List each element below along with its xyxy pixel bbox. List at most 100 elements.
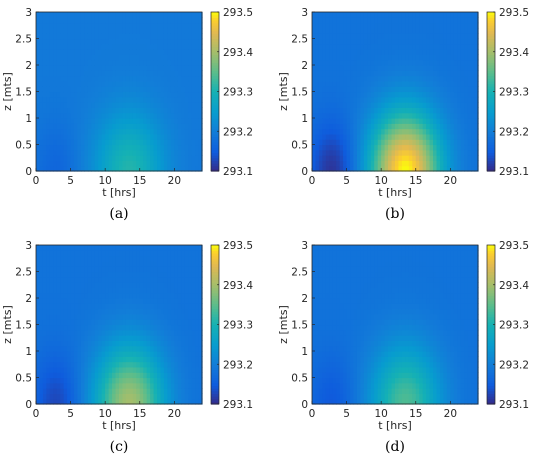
heatmap-cell (112, 65, 117, 71)
heatmap-cell (60, 292, 65, 299)
heatmap-cell (388, 102, 393, 108)
heatmap-cell (377, 43, 382, 50)
heatmap-cell (433, 139, 438, 146)
heatmap-cell (101, 86, 106, 93)
colorbar-segment (211, 266, 219, 270)
heatmap-cell (374, 102, 379, 108)
heatmap-cell (87, 287, 92, 294)
heatmap-cell (157, 54, 162, 61)
heatmap-cell (98, 123, 103, 130)
heatmap-cell (125, 255, 130, 262)
heatmap-cell (198, 107, 203, 114)
colorbar-segment (211, 115, 219, 119)
heatmap-cell (315, 107, 320, 114)
heatmap-cell (181, 139, 186, 146)
heatmap-cell (343, 27, 348, 34)
heatmap-cell (94, 351, 99, 357)
heatmap-cell (374, 49, 379, 55)
heatmap-cell (60, 329, 65, 336)
heatmap-cell (381, 123, 386, 130)
heatmap-cell (191, 70, 196, 77)
heatmap-cell (332, 86, 337, 93)
heatmap-cell (467, 155, 472, 161)
heatmap-cell (401, 91, 406, 98)
heatmap-cell (150, 128, 155, 135)
heatmap-cell (474, 107, 479, 114)
heatmap-cell (39, 144, 44, 151)
heatmap-cell (370, 160, 375, 167)
heatmap-cell (325, 12, 330, 18)
heatmap-cell (146, 313, 151, 320)
heatmap-cell (195, 160, 200, 167)
heatmap-cell (315, 329, 320, 336)
heatmap-cell (346, 12, 351, 18)
heatmap-cell (388, 59, 393, 66)
heatmap-cell (49, 266, 54, 273)
heatmap-cell (195, 27, 200, 34)
colorbar-segment (487, 41, 495, 45)
heatmap-cell (170, 282, 175, 288)
colorbar-segment (487, 49, 495, 53)
heatmap-cell (70, 266, 75, 273)
heatmap-cell (343, 366, 348, 373)
heatmap-cell (132, 59, 137, 66)
heatmap-cell (377, 91, 382, 98)
heatmap-cell (56, 160, 61, 167)
heatmap-cell (322, 255, 327, 262)
heatmap-cell (49, 96, 54, 103)
heatmap-cell (108, 38, 113, 45)
heatmap-cell (188, 266, 193, 273)
heatmap-cell (160, 324, 165, 331)
heatmap-cell (87, 266, 92, 273)
heatmap-cell (353, 54, 358, 61)
heatmap-cell (174, 250, 179, 257)
heatmap-cell (63, 271, 68, 278)
heatmap-cell (184, 260, 189, 267)
heatmap-cell (125, 382, 130, 389)
heatmap-cell (91, 351, 96, 357)
heatmap-cell (460, 22, 465, 29)
heatmap-cell (143, 65, 148, 71)
heatmap-cell (98, 70, 103, 77)
heatmap-cell (67, 308, 72, 315)
heatmap-cell (80, 250, 86, 257)
heatmap-cell (367, 149, 372, 156)
heatmap-cell (70, 70, 75, 77)
heatmap-cell (136, 139, 141, 146)
heatmap-cell (415, 139, 420, 146)
heatmap-cell (177, 22, 182, 29)
heatmap-cell (67, 303, 72, 310)
heatmap-cell (422, 43, 427, 50)
heatmap-cell (315, 38, 320, 45)
heatmap-cell (332, 335, 337, 341)
heatmap-cell (160, 149, 165, 156)
heatmap-cell (426, 91, 431, 98)
heatmap-cell (70, 308, 75, 315)
colorbar-segment (487, 19, 495, 24)
heatmap-cell (398, 75, 403, 82)
heatmap-cell (436, 43, 441, 50)
heatmap-cell (322, 12, 327, 18)
heatmap-cell (101, 133, 106, 140)
heatmap-cell (332, 388, 337, 394)
heatmap-cell (395, 22, 400, 29)
heatmap-cell (339, 366, 344, 373)
heatmap-cell (125, 49, 130, 55)
heatmap-cell (339, 49, 344, 55)
heatmap-cell (343, 80, 348, 87)
heatmap-cell (374, 22, 379, 29)
heatmap-cell (84, 27, 89, 34)
heatmap-cell (67, 70, 72, 77)
heatmap-cell (129, 96, 134, 103)
heatmap-cell (49, 308, 54, 315)
heatmap-cell (415, 160, 420, 167)
colorbar-segment (487, 83, 495, 87)
heatmap-cell (129, 361, 134, 368)
heatmap-cell (450, 33, 455, 40)
heatmap-cell (188, 298, 193, 304)
heatmap-cell (318, 329, 323, 336)
heatmap-cell (398, 144, 403, 151)
heatmap-cell (74, 27, 79, 34)
heatmap-cell (70, 112, 75, 119)
heatmap-cell (184, 165, 189, 172)
